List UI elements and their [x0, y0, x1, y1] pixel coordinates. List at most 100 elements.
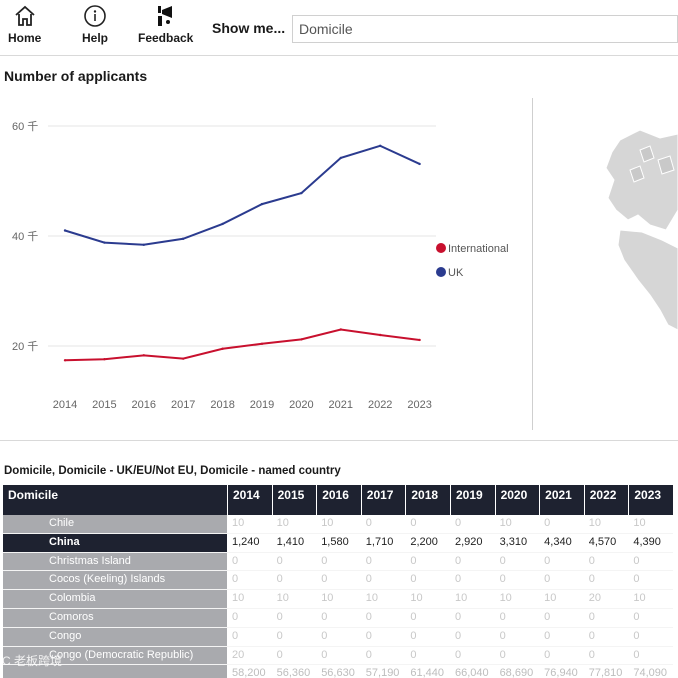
row-value-cell: 76,940: [539, 665, 584, 678]
header-year[interactable]: 2023: [628, 485, 673, 515]
section-divider: [0, 440, 678, 441]
row-value-cell: 0: [316, 571, 361, 591]
row-domicile-name[interactable]: Christmas Island: [3, 552, 227, 572]
header-year[interactable]: 2015: [271, 485, 317, 515]
row-domicile-name[interactable]: Colombia: [3, 590, 227, 609]
feedback-megaphone-icon: [157, 6, 172, 26]
row-value-cell: 2,200: [405, 534, 450, 553]
row-domicile-name[interactable]: China: [3, 533, 227, 553]
data-point: [300, 338, 303, 341]
row-value-cell: 56,360: [272, 665, 317, 678]
row-domicile-name[interactable]: Cocos (Keeling) Islands: [3, 571, 227, 591]
row-value-cell: 0: [405, 553, 450, 572]
row-domicile-name[interactable]: Chile: [3, 515, 227, 534]
y-tick-label: 40 千: [12, 230, 38, 243]
row-value-cell: 57,190: [361, 665, 406, 678]
data-point: [379, 144, 382, 147]
series-line-uk: [64, 144, 421, 246]
table-row[interactable]: Chile 10 10 10 0 0 0 10 0 10 10: [3, 515, 673, 534]
help-button[interactable]: Help: [82, 4, 108, 45]
home-button[interactable]: Home: [8, 4, 41, 45]
row-value-cell: 0: [628, 628, 673, 647]
row-value-cell: 10: [449, 590, 495, 609]
table-row[interactable]: China 1,240 1,410 1,580 1,710 2,200 2,920 3,310…: [3, 533, 673, 553]
row-value-cell: 20: [583, 590, 629, 609]
row-domicile-name[interactable]: [3, 665, 227, 678]
legend-label: UK: [448, 267, 464, 279]
row-value-cell: 4,390: [628, 534, 673, 553]
x-tick-label: 2018: [210, 399, 234, 411]
home-icon: [15, 5, 35, 26]
chart-map-divider: [532, 98, 533, 430]
data-point: [103, 241, 106, 244]
row-value-cell: 0: [583, 553, 629, 572]
row-value-cell: 0: [583, 647, 629, 666]
row-domicile-name[interactable]: Comoros: [3, 608, 227, 628]
table-row[interactable]: Congo (Democratic Republic) 20 0 0 0 0 0 0 0 0 0: [3, 646, 673, 666]
table-row[interactable]: Comoros 0 0 0 0 0 0 0 0 0 0: [3, 608, 673, 628]
row-value-cell: 0: [405, 647, 450, 666]
help-label: Help: [82, 31, 109, 45]
row-domicile-name[interactable]: Congo (Democratic Republic): [3, 646, 227, 666]
row-value-cell: 10: [227, 590, 272, 609]
header-year[interactable]: 2018: [405, 485, 450, 515]
row-value-cell: 0: [360, 647, 406, 666]
y-tick-label: 20 千: [12, 340, 38, 353]
row-value-cell: 74,090: [628, 665, 673, 678]
row-value-cell: 0: [539, 571, 584, 591]
header-year[interactable]: 2014: [227, 485, 272, 515]
feedback-button[interactable]: Feedback: [138, 4, 193, 45]
row-value-cell: 10: [494, 590, 540, 609]
x-tick-label: 2023: [407, 399, 431, 411]
row-value-cell: 0: [628, 609, 673, 628]
row-value-cell: 0: [628, 553, 673, 572]
legend-label: International: [448, 243, 509, 255]
header-year[interactable]: 2019: [449, 485, 495, 515]
legend-marker: [436, 267, 446, 277]
row-value-cell: 10: [316, 515, 361, 534]
show-me-label: Show me...: [212, 20, 286, 36]
row-value-cell: 0: [271, 553, 317, 572]
table-row[interactable]: Congo 0 0 0 0 0 0 0 0 0 0: [3, 627, 673, 647]
data-point: [379, 333, 382, 337]
row-value-cell: 1,580: [316, 534, 361, 553]
info-icon: [84, 5, 106, 27]
row-value-cell: 68,690: [495, 665, 540, 678]
show-me-dropdown[interactable]: Domicile: [292, 15, 678, 43]
row-value-cell: 0: [360, 609, 406, 628]
table-row[interactable]: Colombia 10 10 10 10 10 10 10 10 20 10: [3, 590, 673, 609]
row-value-cell: 3,310: [494, 534, 540, 553]
header-domicile[interactable]: Domicile: [8, 488, 59, 502]
table-title: Domicile, Domicile - UK/EU/Not EU, Domic…: [4, 465, 341, 477]
row-value-cell: 10: [628, 515, 673, 534]
x-tick-label: 2020: [289, 399, 313, 411]
row-domicile-name[interactable]: Congo: [3, 627, 227, 647]
table-total-row[interactable]: 58,200 56,360 56,630 57,190 61,440 66,040 68,6…: [3, 665, 673, 678]
world-map[interactable]: [580, 120, 678, 340]
row-value-cell: 10: [539, 590, 584, 609]
row-value-cell: 0: [227, 553, 272, 572]
row-value-cell: 0: [316, 647, 361, 666]
data-point: [260, 202, 264, 206]
row-value-cell: 10: [360, 590, 406, 609]
row-value-cell: 0: [583, 571, 629, 591]
header-year[interactable]: 2016: [316, 485, 361, 515]
x-tick-label: 2019: [250, 399, 274, 411]
row-value-cell: 77,810: [584, 665, 629, 678]
row-value-cell: 0: [449, 571, 495, 591]
header-year[interactable]: 2020: [494, 485, 540, 515]
row-value-cell: 2,920: [449, 534, 495, 553]
row-value-cell: 20: [227, 647, 272, 666]
data-point: [221, 222, 224, 226]
table-row[interactable]: Christmas Island 0 0 0 0 0 0 0 0 0 0: [3, 552, 673, 572]
row-value-cell: 1,710: [360, 534, 406, 553]
row-value-cell: 0: [539, 609, 584, 628]
row-value-cell: 0: [360, 515, 406, 534]
row-value-cell: 58,200: [227, 665, 272, 678]
header-year[interactable]: 2022: [583, 485, 629, 515]
header-year[interactable]: 2017: [360, 485, 406, 515]
table-row[interactable]: Cocos (Keeling) Islands 0 0 0 0 0 0 0 0 0 0: [3, 571, 673, 591]
row-value-cell: 10: [271, 590, 317, 609]
data-point: [63, 229, 67, 232]
header-year[interactable]: 2021: [539, 485, 584, 515]
